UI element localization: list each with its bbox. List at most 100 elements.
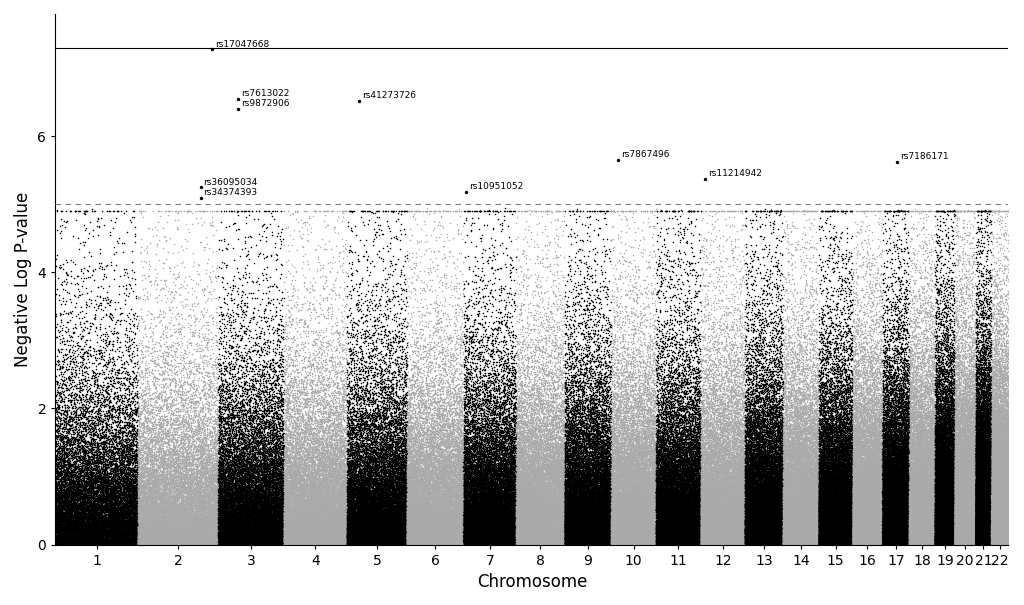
Point (924, 525, 940, 535)
Point (101, 525, 118, 535)
Point (766, 461, 782, 471)
Point (625, 536, 641, 546)
Point (690, 419, 707, 429)
Point (910, 509, 927, 518)
Point (890, 492, 906, 502)
Point (288, 535, 304, 545)
Point (959, 515, 976, 525)
Point (965, 453, 981, 463)
Point (930, 493, 946, 503)
Point (939, 511, 955, 520)
Point (212, 503, 228, 512)
Point (553, 483, 569, 492)
Point (582, 515, 598, 525)
Point (253, 520, 269, 529)
Point (583, 439, 599, 448)
Point (754, 525, 770, 534)
Point (855, 402, 871, 412)
Point (111, 529, 127, 539)
Point (104, 434, 121, 443)
Point (721, 462, 737, 471)
Point (986, 525, 1002, 535)
Point (969, 510, 985, 520)
Point (461, 515, 477, 525)
Point (979, 492, 995, 502)
Point (939, 533, 955, 543)
Point (437, 531, 454, 540)
Point (242, 509, 258, 519)
Point (494, 526, 510, 536)
Point (669, 451, 685, 460)
Point (542, 527, 558, 537)
Point (906, 483, 923, 493)
Point (990, 493, 1007, 503)
Point (756, 535, 772, 545)
Point (677, 516, 693, 526)
Point (995, 516, 1012, 526)
Point (770, 377, 786, 387)
Point (132, 536, 148, 546)
Point (828, 524, 845, 534)
Point (957, 537, 974, 547)
Point (226, 473, 243, 483)
Point (944, 491, 961, 501)
Point (938, 485, 954, 494)
Point (727, 427, 743, 437)
Point (910, 426, 927, 436)
Point (169, 508, 185, 517)
Point (859, 512, 876, 522)
Point (578, 451, 594, 460)
Point (868, 513, 885, 523)
Point (919, 433, 935, 443)
Point (201, 503, 217, 513)
Point (342, 530, 358, 540)
Point (801, 489, 817, 499)
Point (168, 463, 184, 473)
Point (998, 507, 1015, 517)
Point (282, 536, 298, 546)
Point (200, 534, 216, 543)
Point (999, 469, 1016, 479)
Point (451, 204, 467, 214)
Point (746, 501, 763, 511)
Point (361, 511, 378, 521)
Point (583, 513, 599, 523)
Point (935, 445, 951, 454)
Point (505, 531, 521, 541)
Point (993, 531, 1010, 540)
Point (984, 522, 1000, 531)
Point (420, 477, 436, 487)
Point (224, 413, 241, 422)
Point (701, 450, 718, 459)
Point (695, 478, 712, 488)
Point (801, 460, 817, 470)
Point (992, 519, 1009, 529)
Point (951, 477, 968, 487)
Point (753, 527, 769, 537)
Point (631, 530, 647, 540)
Point (437, 506, 454, 516)
Point (985, 526, 1001, 536)
Point (786, 529, 803, 538)
Point (397, 522, 414, 531)
Point (333, 538, 349, 548)
Point (280, 526, 296, 536)
Point (938, 404, 954, 413)
Point (885, 497, 901, 506)
Point (865, 509, 882, 519)
Point (589, 420, 605, 430)
Point (945, 507, 962, 517)
Point (307, 468, 324, 478)
Point (805, 485, 821, 495)
Point (125, 501, 141, 511)
Point (712, 538, 728, 548)
Point (887, 476, 903, 485)
Point (908, 503, 925, 513)
Point (640, 385, 656, 394)
Point (836, 478, 852, 488)
Point (837, 538, 853, 548)
Point (493, 503, 509, 513)
Point (646, 513, 663, 523)
Point (309, 526, 326, 535)
Point (994, 514, 1011, 524)
